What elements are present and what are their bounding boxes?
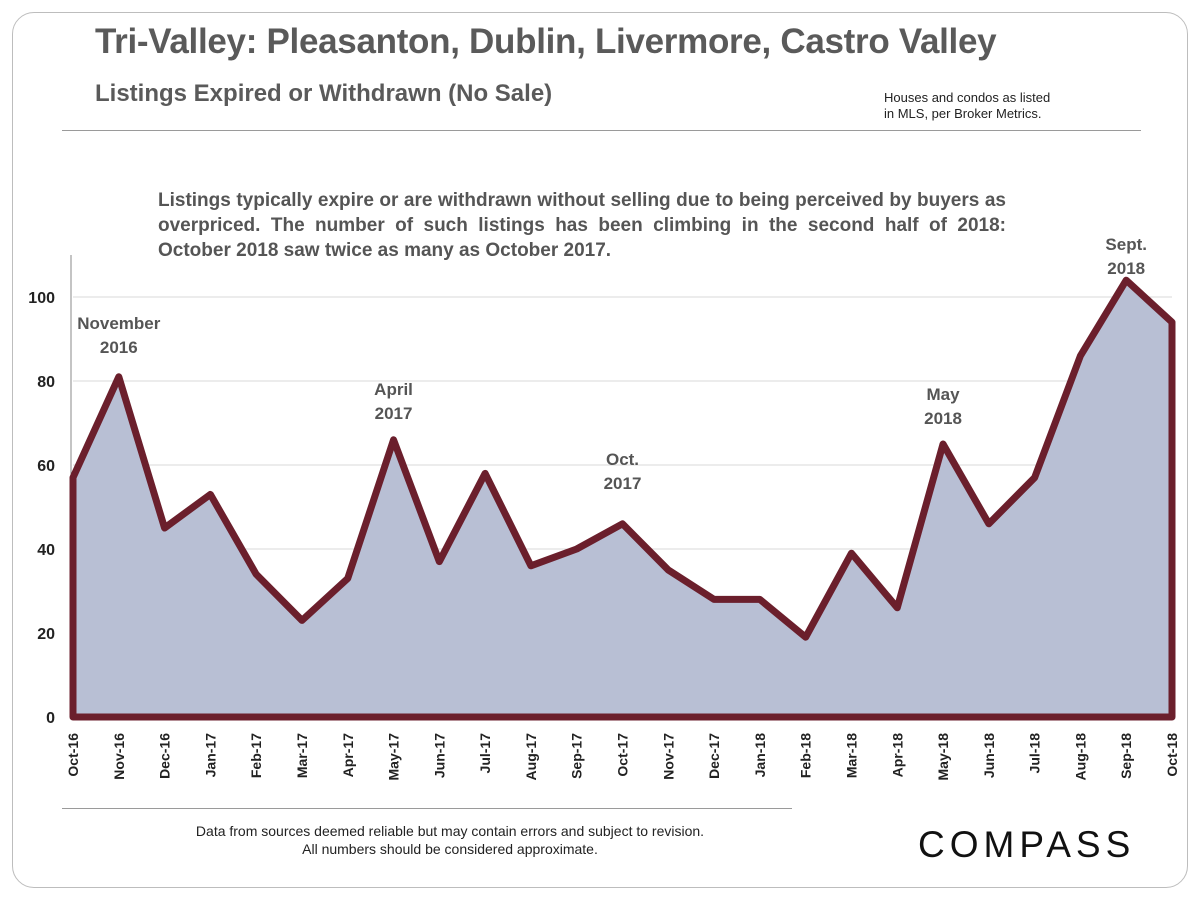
data-point (986, 521, 991, 526)
slide-frame (12, 12, 1188, 888)
x-tick-label: Sep-18 (1118, 733, 1134, 779)
x-tick-label: Mar-17 (294, 733, 310, 778)
peak-annotation: Sept. (1105, 235, 1147, 254)
data-point (712, 597, 717, 602)
peak-annotation: May (927, 385, 961, 404)
x-tick-label: Jul-18 (1027, 733, 1043, 774)
source-note-line-1: Houses and condos as listed (884, 90, 1051, 105)
data-point (941, 442, 946, 446)
x-tick-label: Apr-17 (340, 733, 356, 778)
source-note-line-2: in MLS, per Broker Metrics. (884, 106, 1042, 121)
x-tick-label: Jul-17 (477, 733, 493, 774)
peak-annotation: 2018 (1107, 259, 1145, 278)
x-tick-label: Oct-17 (615, 733, 631, 777)
x-tick-label: Dec-17 (706, 733, 722, 779)
x-tick-label: Aug-17 (523, 733, 539, 781)
disclaimer-line-1: Data from sources deemed reliable but ma… (195, 823, 705, 839)
page-title: Tri-Valley: Pleasanton, Dublin, Livermor… (95, 22, 997, 61)
data-point (391, 437, 396, 442)
x-tick-label: Apr-18 (889, 733, 905, 778)
data-point (1078, 353, 1083, 358)
x-tick-label: Feb-17 (248, 733, 264, 778)
data-point (208, 492, 213, 497)
peak-annotation: 2018 (924, 409, 962, 428)
data-point (116, 374, 121, 379)
series-line (69, 276, 1176, 721)
compass-logo: COMPASS (918, 822, 1140, 873)
x-tick-label: Mar-18 (843, 733, 859, 778)
x-tick-label: Nov-16 (111, 733, 127, 780)
data-point (528, 563, 533, 568)
footer-divider (62, 808, 792, 809)
y-tick-label: 0 (46, 710, 55, 727)
y-tick-label: 100 (28, 290, 55, 307)
x-tick-label: Jan-17 (202, 733, 218, 778)
x-tick-label: Jun-17 (431, 733, 447, 778)
peak-annotation: November (77, 314, 161, 333)
peak-annotation: 2016 (100, 338, 138, 357)
x-tick-label: Jun-18 (981, 733, 997, 778)
data-point (803, 635, 808, 640)
data-point (895, 605, 900, 610)
disclaimer-line-2: All numbers should be considered approxi… (302, 841, 598, 857)
x-tick-label: Feb-18 (798, 733, 814, 778)
x-tick-label: Aug-18 (1072, 733, 1088, 781)
x-tick-label: Oct-18 (1164, 733, 1180, 777)
data-point (1032, 475, 1037, 480)
peak-annotation: April (374, 380, 413, 399)
data-point (757, 597, 762, 602)
data-point (254, 572, 259, 577)
x-tick-label: May-17 (386, 733, 402, 781)
x-tick-label: Nov-17 (660, 733, 676, 780)
peak-annotation: 2017 (375, 404, 413, 423)
data-point (620, 521, 625, 526)
data-point (483, 471, 488, 476)
data-point (299, 618, 304, 623)
x-tick-label: Jan-18 (752, 733, 768, 778)
y-tick-label: 20 (37, 626, 55, 643)
compass-logo-wordmark: COMPASS (918, 824, 1135, 865)
data-point (162, 526, 167, 530)
data-point (345, 576, 350, 581)
area-fill (73, 280, 1172, 717)
peak-annotation: Oct. (606, 450, 639, 469)
x-tick-label: Oct-16 (65, 733, 81, 777)
data-point (666, 568, 671, 572)
y-tick-label: 80 (37, 374, 55, 391)
source-note: Houses and condos as listed in MLS, per … (884, 90, 1050, 122)
disclaimer: Data from sources deemed reliable but ma… (100, 822, 800, 858)
y-tick-label: 40 (37, 542, 55, 559)
header-divider (62, 130, 1141, 131)
chart-annotation: Listings typically expire or are withdra… (158, 190, 1006, 261)
data-point (849, 551, 854, 556)
compass-logo-text: COMPASS (918, 824, 1135, 864)
peak-annotation: 2017 (604, 474, 642, 493)
data-point (1124, 278, 1129, 283)
y-tick-label: 60 (37, 458, 55, 475)
data-point (574, 547, 579, 551)
data-point (437, 559, 442, 564)
x-tick-label: May-18 (935, 733, 951, 781)
x-tick-label: Sep-17 (569, 733, 585, 779)
data-point (1170, 320, 1174, 325)
data-point (71, 475, 75, 480)
chart-subtitle: Listings Expired or Withdrawn (No Sale) (95, 80, 553, 107)
x-tick-label: Dec-16 (157, 733, 173, 779)
